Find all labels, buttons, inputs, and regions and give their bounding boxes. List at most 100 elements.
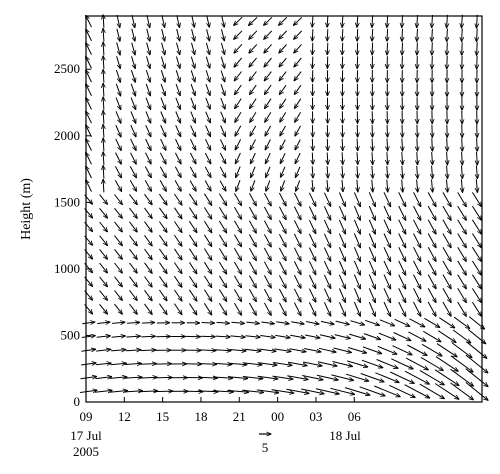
y-tick-label: 0 [74, 394, 81, 409]
wind-vector [320, 320, 334, 324]
wind-vector [280, 139, 286, 150]
wind-vector [233, 289, 241, 301]
wind-vector [308, 233, 315, 247]
wind-vector [404, 370, 429, 384]
wind-vector [188, 234, 196, 246]
wind-vector [389, 371, 414, 383]
wind-vector [258, 362, 277, 366]
x-tick-label: 12 [118, 409, 131, 424]
wind-vector [457, 205, 467, 220]
wind-vector [413, 246, 421, 261]
wind-vector [342, 15, 343, 27]
wind-vector [294, 16, 303, 25]
wind-vector [398, 260, 406, 275]
wind-vector [353, 288, 360, 302]
wind-vector [288, 361, 307, 365]
wind-vector [471, 260, 481, 275]
wind-vector [218, 302, 226, 315]
wind-vector [387, 179, 388, 192]
wind-vector [476, 179, 477, 192]
wind-vector [265, 112, 272, 122]
wind-vector [372, 138, 373, 151]
wind-vector [461, 179, 462, 192]
wind-vector [405, 357, 428, 370]
wind-vector [432, 151, 433, 165]
wind-vector [188, 207, 196, 219]
wind-vector [290, 334, 305, 338]
wind-vector [162, 15, 165, 27]
wind-vector [138, 391, 158, 392]
wind-vector [129, 207, 138, 218]
wind-vector [86, 15, 92, 28]
wind-vector [103, 70, 104, 83]
wind-vector [233, 193, 241, 205]
wind-vector [220, 84, 225, 95]
wind-vector [250, 112, 257, 122]
wind-vector [144, 276, 153, 288]
wind-vector [353, 247, 360, 261]
wind-vector [219, 139, 225, 150]
wind-vector [264, 30, 273, 39]
wind-vector [462, 138, 463, 151]
wind-vector [114, 221, 123, 232]
wind-vector [144, 303, 153, 315]
wind-vector [432, 14, 433, 28]
wind-vector [159, 180, 166, 191]
wind-vector [144, 289, 153, 301]
wind-vector [281, 180, 286, 191]
wind-vector [331, 374, 353, 381]
wind-vector [248, 220, 256, 233]
wind-vector [160, 138, 166, 150]
wind-vector [236, 166, 241, 178]
wind-vector [115, 138, 122, 151]
wind-vector [140, 364, 156, 365]
wind-vector [342, 152, 343, 164]
wind-vector [368, 301, 375, 316]
wind-vector [383, 301, 391, 316]
wind-vector [477, 138, 478, 151]
wind-vector [114, 262, 123, 273]
wind-vector [249, 57, 257, 67]
wind-vector [175, 97, 181, 110]
wind-vector [233, 206, 241, 219]
wind-vector [413, 260, 421, 275]
wind-vector [174, 180, 181, 191]
wind-vector [263, 261, 271, 275]
wind-vector [278, 247, 286, 261]
wind-vector [188, 262, 196, 273]
wind-vector [129, 166, 136, 177]
wind-vector [465, 368, 488, 387]
wind-vector [114, 166, 121, 177]
wind-vector [330, 387, 354, 394]
wind-vector [353, 301, 360, 316]
wind-vector [173, 193, 182, 205]
wind-vector [145, 83, 150, 96]
wind-vector [335, 320, 350, 324]
wind-vector [114, 248, 123, 259]
wind-vector [144, 180, 151, 191]
wind-vector [249, 30, 258, 39]
wind-vector [338, 288, 345, 303]
wind-vector [294, 71, 302, 81]
y-tick-label: 1500 [54, 194, 80, 209]
wind-vector [173, 275, 182, 287]
wind-vector [96, 349, 111, 351]
wind-vector [402, 28, 403, 42]
wind-vector [103, 179, 104, 193]
wind-vector [129, 194, 138, 204]
wind-vector [234, 71, 242, 81]
wind-vector [220, 125, 226, 137]
wind-vector [158, 276, 167, 287]
wind-vector [471, 288, 481, 302]
wind-vector [103, 97, 104, 111]
wind-vector [86, 139, 92, 151]
wind-vector [387, 152, 388, 164]
wind-vector [219, 152, 225, 164]
wind-vector [338, 233, 345, 248]
wind-vector [308, 247, 315, 261]
wind-vector [353, 233, 360, 248]
wind-vector [188, 303, 196, 315]
wind-vector [131, 28, 135, 41]
wind-vector [80, 377, 97, 379]
wind-vector [248, 193, 256, 205]
